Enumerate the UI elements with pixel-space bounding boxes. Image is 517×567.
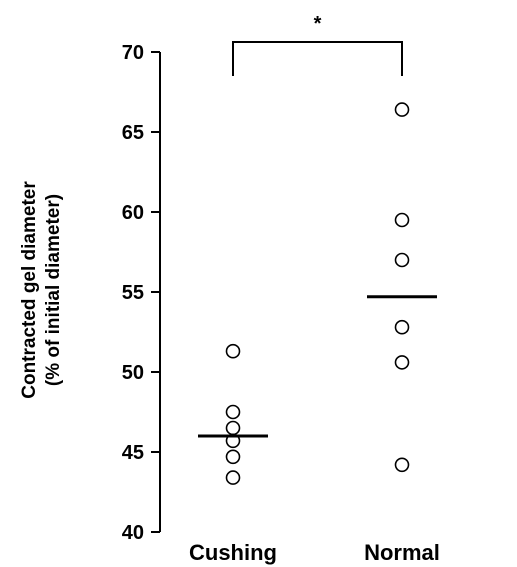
- y-tick-label-45: 45: [122, 442, 144, 464]
- data-point-cushing-4: [225, 433, 241, 449]
- data-point-normal-5: [394, 355, 410, 370]
- data-point-normal-1: [394, 102, 410, 117]
- significance-bracket-line: [232, 41, 403, 76]
- data-point-cushing-2: [225, 404, 241, 420]
- x-category-labels: Cushing Normal: [189, 540, 440, 565]
- x-category-label-normal: Normal: [364, 540, 440, 565]
- y-tick-label-65: 65: [122, 122, 144, 144]
- data-point-normal-4: [394, 319, 410, 335]
- y-tick-label-55: 55: [122, 282, 144, 304]
- y-axis-title: Contracted gel diameter (% of initial di…: [19, 181, 64, 399]
- mean-lines: [198, 295, 437, 438]
- y-tick-label-70: 70: [122, 42, 144, 64]
- data-point-normal-3: [394, 252, 410, 268]
- significance-bracket: *: [232, 13, 403, 76]
- significance-label: *: [314, 13, 322, 35]
- data-points: [225, 102, 410, 485]
- y-axis-title-line2: (% of initial diameter): [43, 194, 64, 386]
- y-tick-label-40: 40: [122, 522, 144, 544]
- data-point-cushing-5: [225, 449, 241, 465]
- data-point-normal-6: [394, 457, 410, 473]
- y-axis-ticks: 40 45 50 55 60 65 70: [122, 42, 160, 544]
- y-tick-label-60: 60: [122, 202, 144, 224]
- data-point-cushing-1: [225, 343, 241, 359]
- data-point-cushing-6: [225, 470, 241, 485]
- x-category-label-cushing: Cushing: [189, 540, 277, 565]
- y-axis-title-line1: Contracted gel diameter: [19, 181, 40, 399]
- data-point-normal-2: [394, 212, 410, 228]
- data-point-cushing-3: [225, 420, 241, 436]
- y-tick-label-50: 50: [122, 362, 144, 384]
